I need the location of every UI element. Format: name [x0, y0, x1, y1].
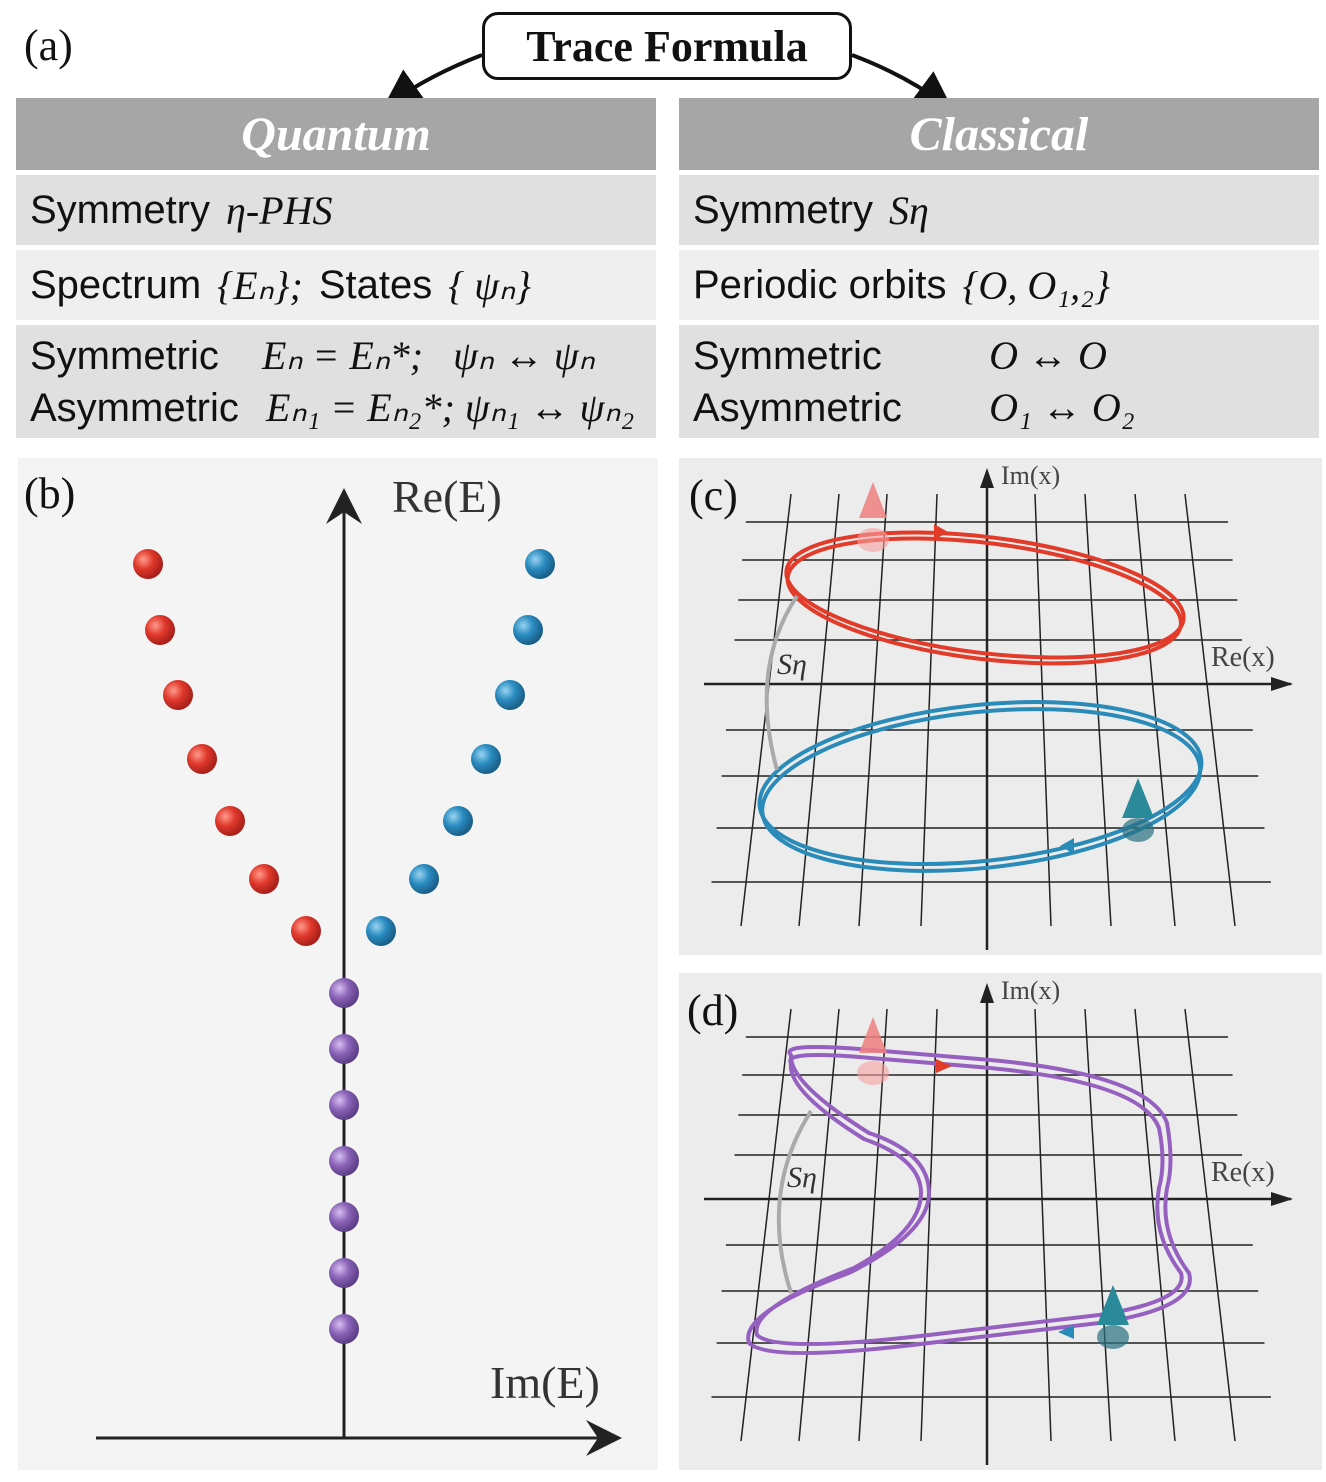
purple-eigenvalue-dot — [329, 1146, 359, 1176]
classical-symmetric-row: Symmetric O ↔ O Asymmetric O₁ ↔ O₂ — [679, 325, 1319, 438]
im-x-label: Im(x) — [1001, 976, 1060, 1005]
purple-eigenvalue-dot — [329, 1090, 359, 1120]
purple-eigenvalue-dot — [329, 1034, 359, 1064]
purple-eigenvalue-dot — [329, 1314, 359, 1344]
panel-label-c: (c) — [689, 471, 738, 520]
blue-cone-icon — [1097, 1285, 1129, 1325]
im-x-label: Im(x) — [1001, 461, 1060, 490]
grid-line — [798, 1008, 840, 1442]
panel-label-d: (d) — [687, 986, 738, 1035]
re-axis-label: Re(E) — [392, 471, 502, 522]
purple-orbit — [746, 1045, 1192, 1355]
row-label: Symmetry — [693, 187, 873, 232]
red-eigenvalue-dot — [145, 615, 175, 645]
row-label: Periodic orbits — [693, 262, 947, 307]
panel-c-orbits: (c) Im(x) Re(x) Sη — [689, 461, 1293, 950]
blue-cone-icon — [1122, 778, 1154, 818]
title-arrows — [382, 53, 954, 110]
row-math: Sη — [889, 187, 929, 233]
row-label: Spectrum — [30, 262, 202, 307]
red-direction-arrow-icon — [936, 1059, 952, 1073]
red-eigenvalue-dot — [133, 549, 163, 579]
re-x-label: Re(x) — [1211, 642, 1275, 673]
row-label: Symmetric — [30, 333, 219, 378]
s-eta-label: Sη — [777, 648, 807, 681]
grid-line — [858, 493, 888, 927]
im-axis-label: Im(E) — [490, 1357, 600, 1408]
grid-line — [1084, 493, 1112, 927]
red-eigenvalue-dot — [249, 864, 279, 894]
panel-d-orbit: (d) Im(x) Re(x) Sη — [687, 976, 1293, 1465]
grid-line — [1034, 1008, 1052, 1442]
red-orbit — [784, 530, 1186, 666]
grid-line — [1184, 1008, 1236, 1442]
row-math: Eₙ₁ = Eₙ₂*; ψₙ₁ ↔ ψₙ₂ — [266, 384, 635, 430]
purple-eigenvalue-dot — [329, 978, 359, 1008]
grid-line — [1184, 493, 1236, 927]
grid-line — [1084, 1008, 1112, 1442]
quantum-spectrum-row: Spectrum {Eₙ}; States { ψₙ} — [16, 250, 656, 320]
panel-b — [18, 458, 658, 1470]
re-x-label: Re(x) — [1211, 1157, 1275, 1188]
symmetry-arrow — [776, 1109, 813, 1294]
panel-label-a: (a) — [24, 21, 73, 70]
purple-eigenvalue-dot — [329, 1258, 359, 1288]
row-math: {Eₙ}; — [217, 262, 303, 308]
blue-direction-arrow-icon — [1058, 1325, 1074, 1339]
red-direction-arrow-icon — [934, 524, 948, 540]
blue-eigenvalue-dot — [513, 615, 543, 645]
symmetry-arrow — [764, 594, 799, 771]
row-math: O₁ ↔ O₂ — [989, 384, 1135, 430]
axis-arrow-icon — [980, 983, 994, 1003]
quantum-symmetric-row: Symmetric Eₙ = Eₙ*; ψₙ ↔ ψₙ Asymmetric E… — [16, 325, 656, 438]
blue-eigenvalue-dot — [495, 680, 525, 710]
row-label: Asymmetric — [30, 385, 239, 430]
red-eigenvalue-dot — [163, 680, 193, 710]
red-eigenvalue-dot — [215, 806, 245, 836]
red-eigenvalue-dot — [187, 744, 217, 774]
row-label: States — [318, 262, 433, 307]
classical-orbits-row: Periodic orbits {O, O₁,₂} — [679, 250, 1319, 320]
blue-eigenvalue-dot — [409, 864, 439, 894]
blue-eigenvalue-dot — [525, 549, 555, 579]
axis-arrow-icon — [1271, 1192, 1293, 1206]
grid-line — [1134, 493, 1176, 927]
quantum-header: Quantum — [16, 98, 656, 170]
row-math: Eₙ = Eₙ*; ψₙ ↔ ψₙ — [262, 332, 595, 378]
trace-formula-title: Trace Formula — [482, 12, 852, 80]
purple-eigenvalue-dot — [329, 1202, 359, 1232]
row-math: O ↔ O — [989, 332, 1107, 378]
row-math: {O, O₁,₂} — [962, 262, 1111, 308]
s-eta-label: Sη — [787, 1161, 817, 1194]
row-math: η-PHS — [226, 187, 333, 233]
classical-symmetry-row: Symmetry Sη — [679, 175, 1319, 245]
blue-eigenvalue-dot — [443, 806, 473, 836]
grid-line — [920, 1008, 938, 1442]
classical-column: Classical Symmetry Sη Periodic orbits {O… — [679, 98, 1319, 438]
blue-eigenvalue-dot — [471, 744, 501, 774]
grid-line — [1134, 1008, 1176, 1442]
red-cone-icon — [859, 1017, 887, 1053]
blue-direction-arrow-icon — [1060, 838, 1074, 854]
blue-eigenvalue-dot — [366, 916, 396, 946]
red-eigenvalue-dot — [291, 916, 321, 946]
axis-arrow-icon — [980, 468, 994, 488]
blue-orbit — [757, 700, 1204, 873]
arrow-to-quantum — [382, 53, 483, 109]
arrow-to-classical — [851, 53, 954, 110]
red-cone-icon — [859, 482, 887, 518]
quantum-column: Quantum Symmetry η-PHS Spectrum {Eₙ}; St… — [16, 98, 656, 438]
row-math: { ψₙ} — [448, 262, 532, 308]
row-label: Symmetry — [30, 187, 210, 232]
axis-arrow-icon — [1271, 677, 1293, 691]
quantum-symmetry-row: Symmetry η-PHS — [16, 175, 656, 245]
grid-line — [740, 1008, 792, 1442]
panel-label-b: (b) — [24, 469, 75, 518]
row-label: Symmetric — [693, 333, 882, 378]
classical-header: Classical — [679, 98, 1319, 170]
row-label: Asymmetric — [693, 385, 902, 430]
